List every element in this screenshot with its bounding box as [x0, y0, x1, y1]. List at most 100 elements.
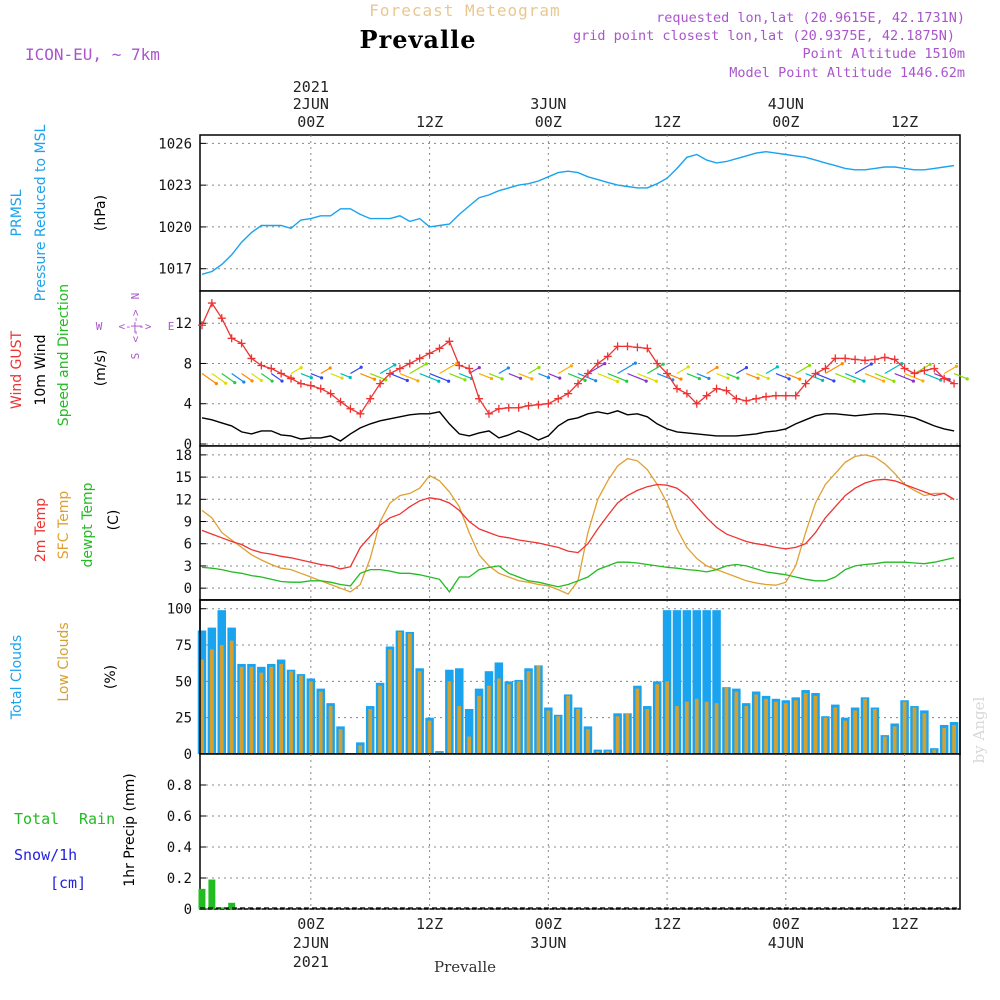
wind-arrow-head [911, 379, 915, 383]
wind-arrow [924, 372, 941, 381]
gust-marker [653, 359, 662, 368]
wind-speed-line [201, 410, 955, 442]
wind-arrow [765, 366, 778, 375]
clouds-unit-label: (%) [103, 665, 119, 689]
gust-marker [296, 379, 305, 388]
wind-arrow-head [756, 376, 760, 380]
wind-arrow-head [259, 378, 263, 383]
station-title: Prevalle [360, 25, 477, 54]
gust-marker [682, 389, 691, 398]
gust-marker [326, 389, 335, 398]
wind-arrow [666, 372, 682, 380]
gust-marker [861, 356, 869, 365]
wind-arrow-head [416, 379, 420, 383]
low-cloud-bar [526, 671, 531, 754]
pressure-unit-label: (hPa) [93, 195, 109, 231]
wind-arrow-head [862, 379, 866, 383]
low-cloud-bar [823, 717, 828, 754]
gust-marker [544, 399, 553, 408]
wind-arrow-head [744, 365, 749, 370]
wind-arrow-head [224, 381, 228, 385]
wind-arrow-head [405, 378, 409, 383]
panel-frame [199, 134, 961, 292]
top-date-label: 4JUN [768, 95, 804, 113]
wind-arrow-head [892, 379, 896, 383]
low-clouds-label: Low Clouds [56, 622, 72, 701]
low-cloud-bar [447, 681, 452, 754]
low-cloud-bar [467, 736, 472, 754]
y-tick-label: 100 [167, 602, 192, 618]
low-cloud-bar [764, 698, 768, 754]
wind-arrow [686, 372, 700, 380]
gust-marker [851, 355, 860, 364]
low-cloud-bar [378, 685, 382, 754]
low-cloud-bar [605, 751, 610, 754]
wind-arrow [726, 372, 739, 379]
top-hour-tick: 00Z [535, 113, 562, 131]
gust-marker [247, 354, 256, 363]
low-cloud-bar [665, 681, 669, 754]
gust-marker [880, 353, 889, 362]
wind-arrow-head [280, 379, 284, 383]
gust-marker [336, 397, 345, 406]
wind-arrow-head [500, 377, 504, 381]
low-cloud-bar [675, 706, 679, 754]
wind-arrow-head [715, 365, 719, 370]
wind-arrow [211, 373, 227, 384]
compass-ns-arrows: <-|-> [129, 309, 142, 342]
gust-marker [712, 384, 721, 393]
wind-arrow-head [852, 379, 856, 383]
wind-arrow-head [506, 366, 510, 370]
low-cloud-bar [952, 724, 956, 754]
top-hour-tick: 12Z [416, 113, 443, 131]
wind-unit-label: (m/s) [93, 350, 109, 387]
wind-arrow [221, 373, 236, 384]
gust-marker [207, 299, 216, 308]
forecast-label: Forecast Meteogram [369, 1, 560, 20]
wind-arrow-head [537, 365, 541, 370]
wind-arrow-head [921, 379, 925, 383]
bottom-hour-tick: 00Z [772, 915, 799, 933]
low-cloud-bar [882, 736, 887, 754]
wind-arrow-head [477, 365, 481, 370]
wind-panel: 0 4 8 12 Wind GUST 10m Wind Speed and Directio… [9, 284, 969, 453]
wind-arrow-head [820, 378, 825, 382]
compass-n: N [129, 293, 142, 300]
gust-marker [672, 384, 681, 393]
wind-arrow [736, 367, 747, 375]
wind-arrow-head [424, 362, 428, 366]
wind-arrow-head [489, 376, 494, 381]
wind-arrow [241, 373, 253, 382]
wind-arrow-head [798, 377, 802, 381]
gust-marker [316, 384, 325, 393]
wind-arrow [646, 363, 664, 375]
gust-marker [742, 396, 751, 405]
wind-arrow [340, 372, 351, 379]
wind-arrow-head [726, 376, 730, 380]
gust-marker [346, 404, 355, 413]
gust-marker [702, 391, 711, 400]
low-cloud-bar [407, 633, 412, 754]
low-cloud-bar [249, 666, 254, 754]
credit-label: by Angel [970, 696, 988, 763]
y-tick-label: 1023 [158, 178, 192, 194]
gust-marker [465, 364, 474, 373]
gust-marker [217, 314, 226, 323]
y-tick-label: 1026 [158, 136, 192, 152]
wind-arrow [261, 373, 273, 382]
wind-arrow [439, 362, 458, 375]
low-cloud-bar [368, 708, 373, 754]
low-cloud-bar [536, 665, 541, 754]
wind-arrow [597, 372, 618, 383]
wind-arrow-head [615, 379, 620, 384]
total-clouds-label: Total Clouds [9, 635, 25, 720]
top-hour-tick: 12Z [654, 113, 681, 131]
wind-arrow-head [736, 376, 740, 380]
wind-arrow-head [393, 363, 397, 367]
gust-marker [425, 349, 434, 358]
wind-arrow [231, 373, 245, 383]
wind-arrow [815, 372, 835, 382]
y-tick-label: 0.6 [167, 809, 192, 825]
low-cloud-bar [655, 684, 660, 754]
